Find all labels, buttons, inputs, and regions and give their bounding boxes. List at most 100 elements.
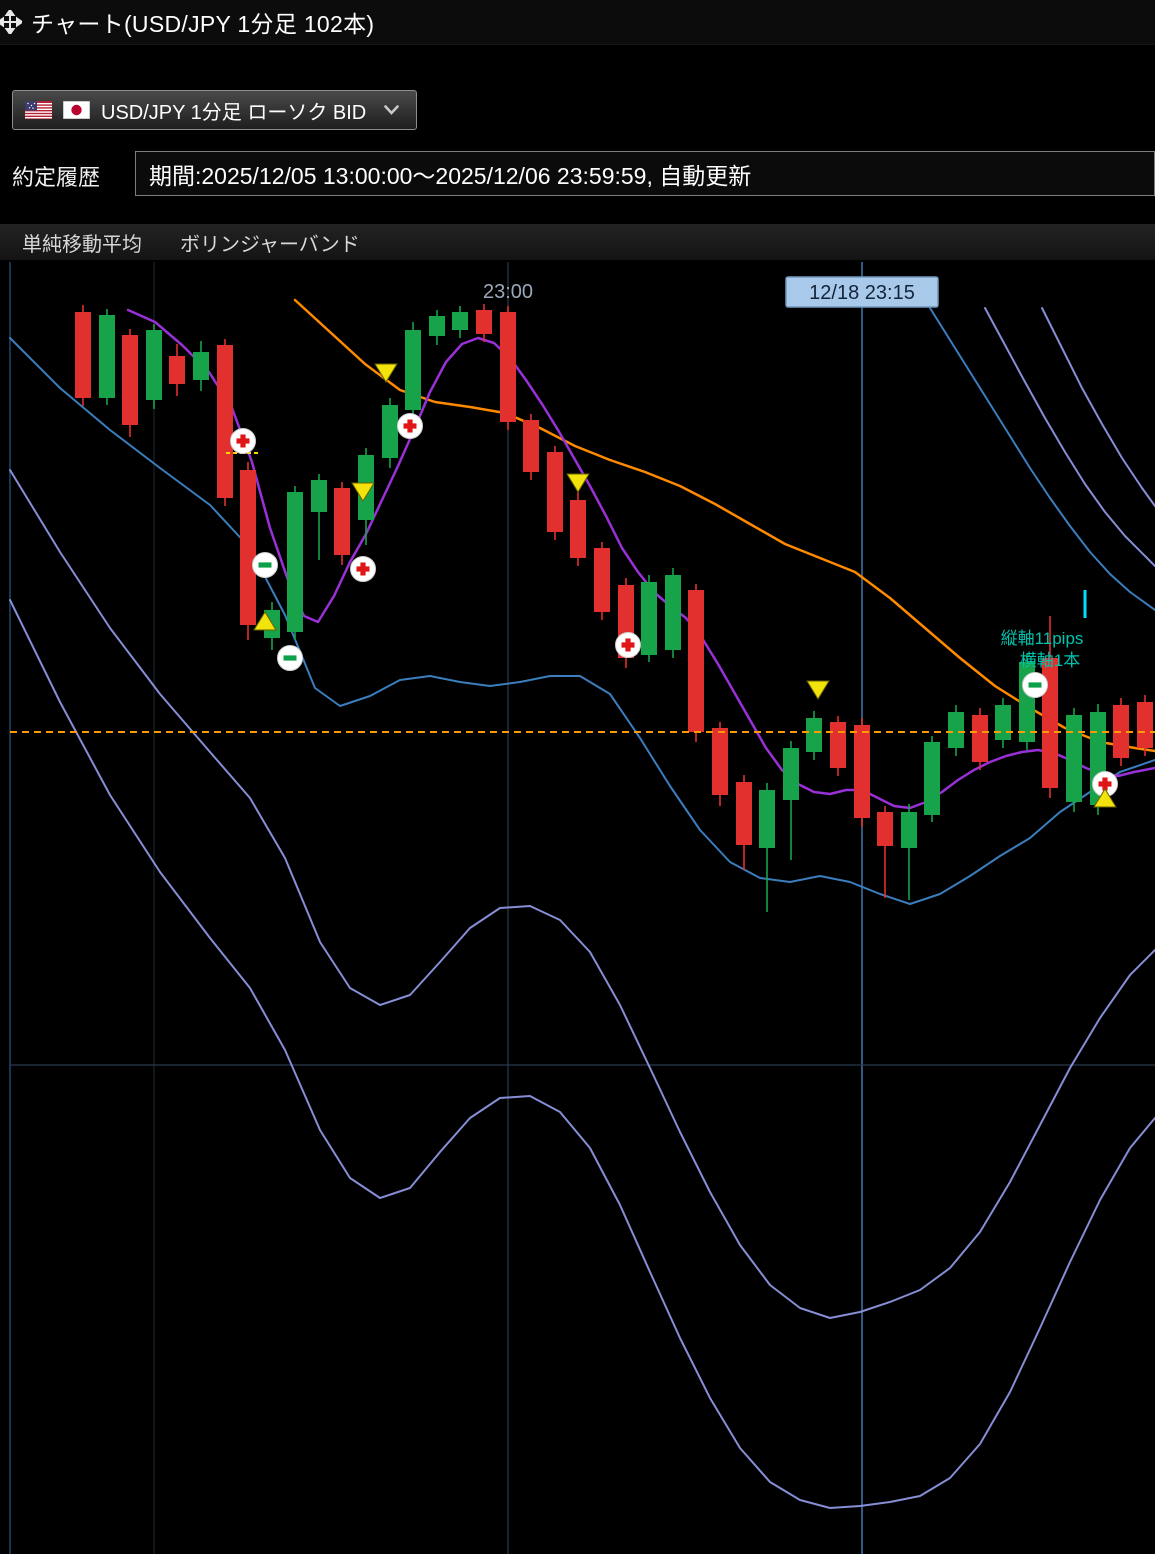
jp-flag-icon xyxy=(62,100,91,120)
candle-body xyxy=(452,312,468,330)
candlestick xyxy=(854,718,870,827)
candle-body xyxy=(429,316,445,336)
trade-marker-plus xyxy=(615,632,641,658)
candle-body xyxy=(594,548,610,612)
plus-icon xyxy=(403,419,417,433)
candlestick xyxy=(665,568,681,658)
symbol-selector[interactable]: USD/JPY 1分足 ローソク BID xyxy=(12,90,418,130)
candlestick xyxy=(547,446,563,540)
plus-icon xyxy=(621,638,635,652)
candle-body xyxy=(99,315,115,398)
candle-body xyxy=(500,312,516,422)
trade-marker-minus xyxy=(252,552,278,578)
gridlines xyxy=(10,262,1155,1554)
trade-marker-plus xyxy=(350,556,376,582)
candlestick xyxy=(382,398,398,468)
candle-body xyxy=(830,722,846,768)
us-flag-icon xyxy=(25,101,52,119)
signal-triangle-up-icon xyxy=(1093,788,1117,808)
candlestick xyxy=(476,304,492,342)
candle-body xyxy=(146,330,162,400)
candlestick xyxy=(641,575,657,662)
candlestick xyxy=(311,474,327,560)
candlestick xyxy=(712,722,728,806)
candle-body xyxy=(806,718,822,752)
candlestick xyxy=(736,775,752,870)
candle-body xyxy=(948,712,964,748)
move-icon[interactable] xyxy=(0,9,23,35)
trade-marker-minus xyxy=(277,645,303,671)
candle-body xyxy=(523,420,539,472)
candle-body xyxy=(240,470,256,625)
candle-body xyxy=(901,812,917,848)
indicator-bollinger[interactable]: ボリンジャーバンド xyxy=(180,233,360,256)
candle-body xyxy=(665,575,681,650)
scale-note-line2: 横軸1本 xyxy=(1020,651,1080,670)
x-axis-label: 23:00 xyxy=(483,281,533,303)
candle-body xyxy=(382,405,398,458)
candlestick xyxy=(688,584,704,742)
indicator-bar: 単純移動平均 ボリンジャーバンド xyxy=(0,224,1155,260)
series-bollinger-lower3 xyxy=(9,599,1155,1509)
candlestick xyxy=(240,462,256,640)
candle-body xyxy=(334,488,350,555)
candlestick xyxy=(1137,695,1153,756)
candle-body xyxy=(1137,702,1153,748)
period-display[interactable]: 期間:2025/12/05 13:00:00～2025/12/06 23:59:… xyxy=(135,151,1155,196)
candle-body xyxy=(854,725,870,818)
candlestick xyxy=(759,783,775,912)
candle-body xyxy=(995,705,1011,740)
candle-body xyxy=(287,492,303,632)
candlestick xyxy=(806,711,822,760)
chart-canvas[interactable]: 23:00 12/18 23:15 縦軸11pips 横軸1本 xyxy=(0,262,1155,1554)
period-text: 期間:2025/12/05 13:00:00～2025/12/06 23:59:… xyxy=(149,162,752,189)
candlestick xyxy=(995,698,1011,748)
candle-body xyxy=(217,345,233,498)
candle-body xyxy=(736,782,752,845)
trade-marker-plus xyxy=(397,413,423,439)
candlestick xyxy=(75,305,91,406)
trade-history-tab[interactable]: 約定履歴 xyxy=(12,165,101,190)
signal-triangle-down-icon xyxy=(351,482,375,502)
candle-body xyxy=(688,590,704,732)
candlestick xyxy=(169,344,185,396)
candlestick xyxy=(334,482,350,565)
series-bollinger-upper3 xyxy=(1041,307,1155,507)
indicator-lines xyxy=(9,298,1155,1509)
indicator-sma[interactable]: 単純移動平均 xyxy=(22,233,142,256)
candles xyxy=(75,304,1153,912)
candlestick xyxy=(217,339,233,506)
plus-icon xyxy=(356,562,370,576)
candle-body xyxy=(783,748,799,800)
signal-triangle-up-icon xyxy=(253,611,277,631)
symbol-selector-label: USD/JPY 1分足 ローソク BID xyxy=(101,101,367,124)
trade-marker-plus xyxy=(230,428,256,454)
series-sma-fast xyxy=(126,308,1155,810)
price-chart[interactable]: 23:00 12/18 23:15 縦軸11pips 横軸1本 xyxy=(0,262,1155,1554)
candle-body xyxy=(570,500,586,558)
signal-triangle-down-icon xyxy=(566,473,590,493)
candlestick xyxy=(594,542,610,620)
candlestick xyxy=(122,329,138,437)
trade-marker-plus xyxy=(1092,771,1118,797)
window-title: チャート(USD/JPY 1分足 102本) xyxy=(31,11,375,37)
candlestick xyxy=(830,716,846,776)
candlestick xyxy=(570,492,586,566)
series-bollinger-upper1 xyxy=(929,307,1155,611)
candlestick xyxy=(972,708,988,770)
candlestick xyxy=(99,309,115,405)
candlestick xyxy=(193,341,209,391)
trade-markers xyxy=(230,363,1118,808)
candle-body xyxy=(311,480,327,512)
candle-body xyxy=(712,728,728,795)
candlestick xyxy=(146,324,162,409)
candlestick xyxy=(1066,708,1082,812)
candlestick xyxy=(452,306,468,338)
chevron-down-icon xyxy=(383,104,400,116)
candle-body xyxy=(476,310,492,334)
trade-marker-minus xyxy=(1022,672,1048,698)
candlestick xyxy=(523,414,539,480)
candlestick xyxy=(948,705,964,756)
candle-body xyxy=(1066,715,1082,802)
candle-body xyxy=(547,452,563,532)
